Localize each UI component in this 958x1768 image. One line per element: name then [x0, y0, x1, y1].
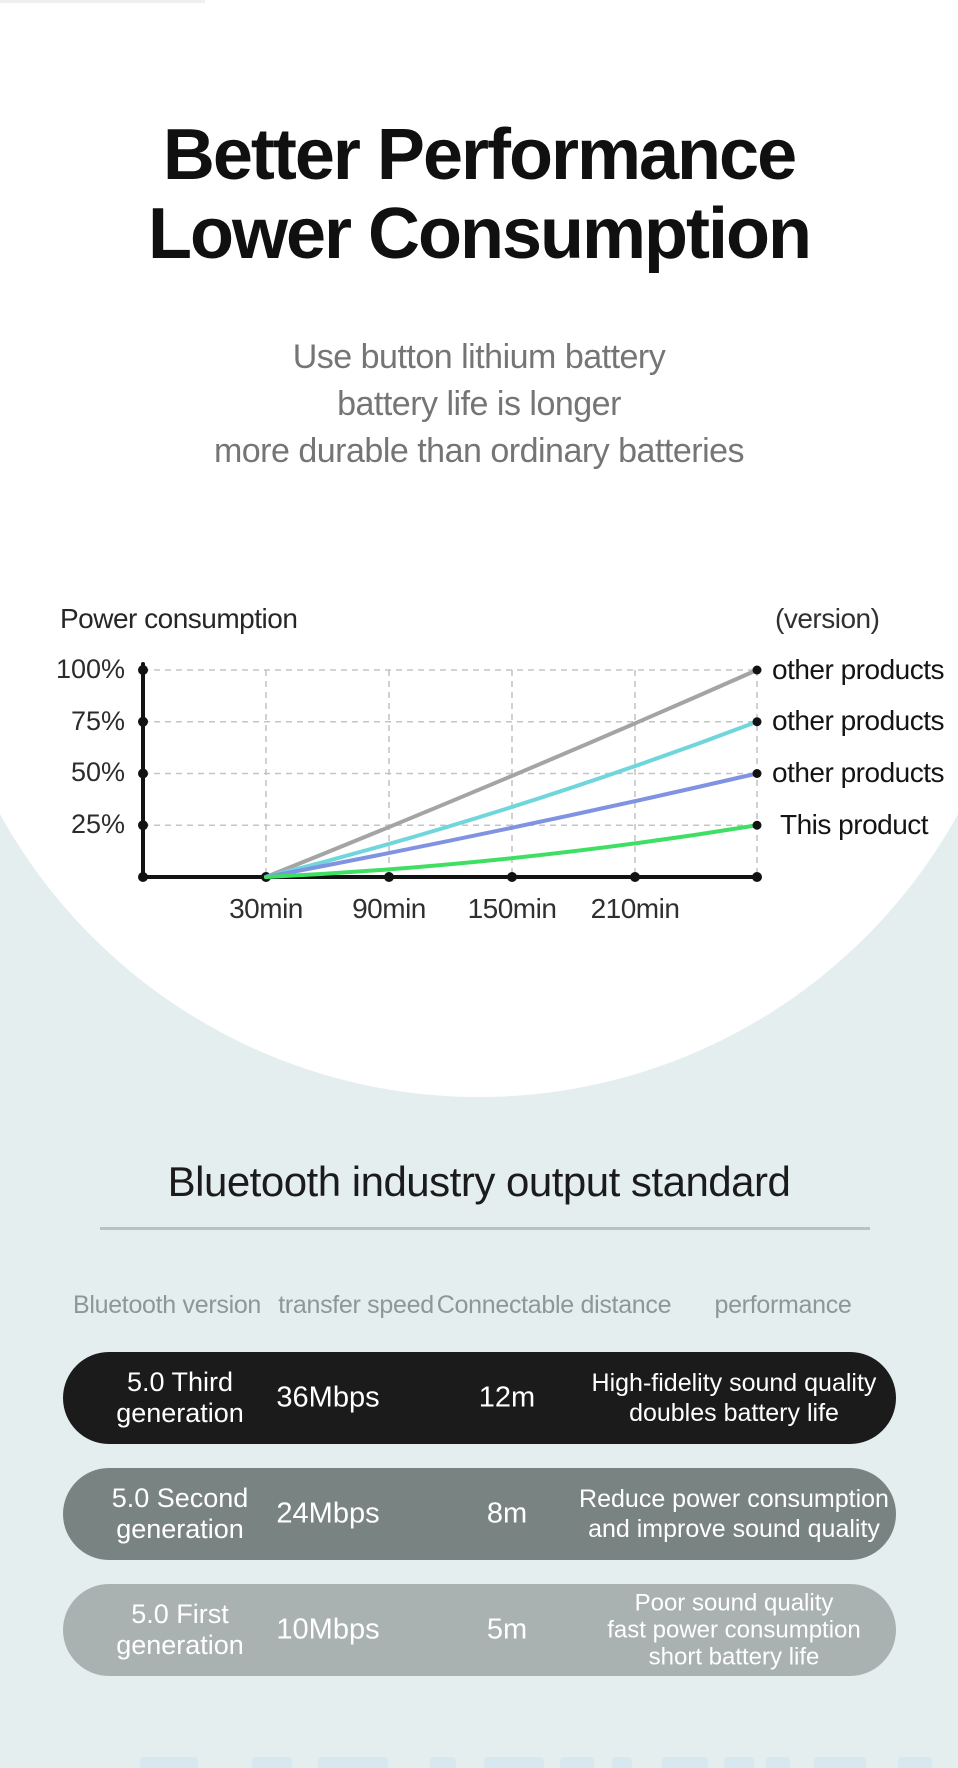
page-title-line1: Better Performance	[162, 115, 797, 195]
cell-transfer-speed: 36Mbps	[276, 1381, 380, 1414]
column-header-performance: performance	[714, 1291, 852, 1319]
column-header-bluetooth-version: Bluetooth version	[72, 1291, 262, 1319]
subtitle-line: more durable than ordinary batteries	[213, 432, 745, 470]
cell-transfer-speed: 24Mbps	[276, 1497, 380, 1530]
column-header-connectable-distance: Connectable distance	[436, 1291, 672, 1319]
cell-performance: Reduce power consumption and improve sou…	[579, 1485, 889, 1543]
cell-distance: 12m	[478, 1381, 536, 1414]
cell-performance: Poor sound quality fast power consumptio…	[607, 1589, 861, 1671]
cell-performance: High-fidelity sound quality doubles batt…	[591, 1369, 877, 1427]
section-heading: Bluetooth industry output standard	[167, 1158, 791, 1205]
cell-distance: 8m	[486, 1497, 528, 1530]
cell-distance: 5m	[486, 1613, 528, 1646]
cell-transfer-speed: 10Mbps	[276, 1613, 380, 1646]
cell-generation: 5.0 Third generation	[116, 1367, 244, 1428]
page-subtitle: Use button lithium battery battery life …	[0, 334, 958, 475]
subtitle-line: battery life is longer	[337, 385, 621, 423]
subtitle-line: Use button lithium battery	[292, 338, 666, 376]
page-title: Better Performance Lower Consumption	[0, 116, 958, 274]
white-circle-background	[0, 3, 958, 1097]
cell-generation: 5.0 Second generation	[111, 1483, 249, 1544]
table-row-third-generation: 5.0 Third generation 36Mbps 12m High-fid…	[63, 1352, 896, 1444]
table-row-second-generation: 5.0 Second generation 24Mbps 8m Reduce p…	[63, 1468, 896, 1560]
column-header-transfer-speed: transfer speed	[278, 1291, 434, 1319]
cell-generation: 5.0 First generation	[116, 1599, 244, 1660]
table-row-first-generation: 5.0 First generation 10Mbps 5m Poor soun…	[63, 1584, 896, 1676]
page-title-line2: Lower Consumption	[148, 194, 812, 274]
section-divider	[100, 1227, 870, 1230]
top-edge-strip	[0, 0, 205, 3]
